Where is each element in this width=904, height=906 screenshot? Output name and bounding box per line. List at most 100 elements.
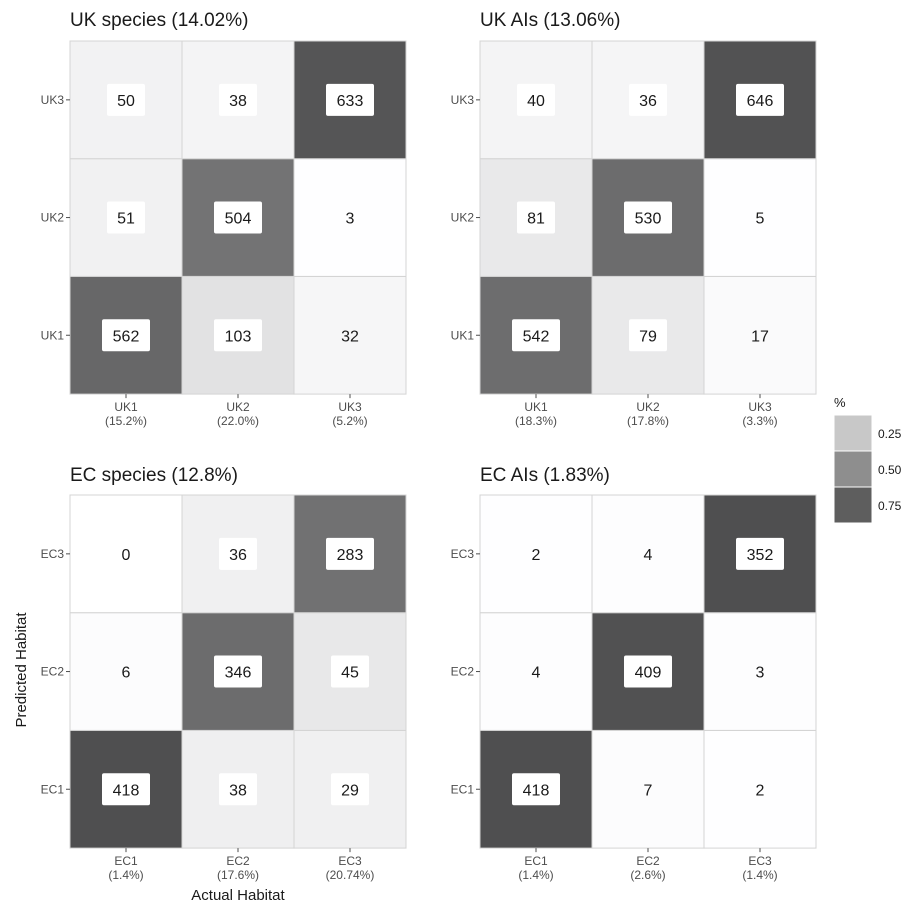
heatmap-cell: [703, 158, 817, 277]
heatmap-cell: [69, 494, 183, 614]
cell-label-box: [326, 83, 374, 116]
legend-keys: 0.25 0.50 0.75: [833, 414, 902, 524]
heatmap-cell: [703, 612, 817, 731]
cell-value: 418: [523, 782, 550, 799]
cell-value: 79: [639, 328, 657, 345]
x-tick-label: UK1: [524, 400, 548, 414]
cell-value: 352: [747, 547, 774, 564]
cell-label-box: [624, 201, 672, 234]
cell-label-box: [512, 773, 560, 806]
y-tick-label: EC3: [41, 547, 65, 561]
x-tick-sublabel: (1.4%): [518, 868, 553, 882]
cell-value: 29: [341, 782, 359, 799]
y-tick-label: UK3: [451, 93, 475, 107]
cell-value: 504: [225, 211, 252, 228]
cell-value: 38: [229, 93, 247, 110]
cell-label-box: [629, 319, 667, 352]
x-axis-title: Actual Habitat: [191, 887, 285, 904]
x-tick-label: UK3: [748, 400, 772, 414]
cell-value: 3: [756, 665, 765, 682]
cell-label-box: [107, 201, 145, 234]
cell-value: 646: [747, 93, 774, 110]
panel-title: EC AIs (1.83%): [480, 465, 610, 486]
legend-label: 0.75: [878, 499, 902, 513]
x-tick-sublabel: (18.3%): [515, 414, 557, 428]
x-tick-sublabel: (5.2%): [332, 414, 367, 428]
cell-value: 4: [532, 665, 541, 682]
legend-label: 0.25: [878, 427, 902, 441]
x-tick-label: UK3: [338, 400, 362, 414]
cell-value: 346: [225, 665, 252, 682]
cell-value: 418: [113, 782, 140, 799]
cell-label-box: [214, 319, 262, 352]
cell-label-box: [102, 773, 150, 806]
cell-value: 0: [122, 547, 131, 564]
cell-label-box: [331, 773, 369, 806]
cell-value: 45: [341, 665, 359, 682]
panel-title: UK AIs (13.06%): [480, 10, 620, 31]
cell-value: 50: [117, 93, 135, 110]
y-tick-label: EC3: [451, 547, 475, 561]
cell-value: 542: [523, 328, 550, 345]
legend-key: [833, 414, 873, 452]
panel-3: EC species (12.8%) 418 6 0 38 346 36 29 45 283 EC1…: [41, 465, 407, 882]
cell-value: 562: [113, 328, 140, 345]
x-tick-sublabel: (22.0%): [217, 414, 259, 428]
cell-value: 38: [229, 782, 247, 799]
y-tick-label: EC2: [41, 665, 65, 679]
y-tick-label: UK2: [451, 211, 475, 225]
cell-label-box: [629, 83, 667, 116]
x-tick-label: EC3: [748, 854, 772, 868]
cell-value: 32: [341, 328, 359, 345]
cell-label-box: [214, 655, 262, 688]
cell-label-box: [517, 201, 555, 234]
y-tick-label: EC2: [451, 665, 475, 679]
x-tick-label: UK2: [226, 400, 250, 414]
legend: % 0.25 0.50 0.75: [833, 395, 902, 524]
y-tick-label: UK3: [41, 93, 65, 107]
legend-label: 0.50: [878, 463, 902, 477]
cell-label-box: [331, 655, 369, 688]
cell-label-box: [326, 537, 374, 570]
cell-label-box: [214, 201, 262, 234]
cell-value: 6: [122, 665, 131, 682]
x-tick-sublabel: (1.4%): [742, 868, 777, 882]
heatmap-cell: [479, 494, 593, 614]
panel-4: EC AIs (1.83%) 418 4 2 7 409 4 2 3 352 EC1 EC2 EC3 EC…: [451, 465, 817, 882]
cell-value: 51: [117, 211, 135, 228]
cell-value: 40: [527, 93, 545, 110]
cell-value: 3: [346, 211, 355, 228]
cell-value: 5: [756, 211, 765, 228]
x-tick-label: EC1: [114, 854, 138, 868]
cell-value: 409: [635, 665, 662, 682]
heatmap-cell: [293, 158, 407, 277]
x-tick-label: UK2: [636, 400, 660, 414]
cell-value: 2: [756, 782, 765, 799]
panel-2: UK AIs (13.06%) 542 81 40 79 530 36 17 5 646 UK1 UK…: [451, 10, 817, 428]
heatmap-cell: [703, 275, 817, 395]
cell-label-box: [512, 319, 560, 352]
x-tick-sublabel: (1.4%): [108, 868, 143, 882]
cell-value: 4: [644, 547, 653, 564]
cell-label-box: [219, 83, 257, 116]
cell-label-box: [219, 773, 257, 806]
y-tick-label: EC1: [451, 782, 475, 796]
panel-title: UK species (14.02%): [70, 10, 248, 31]
x-tick-label: EC2: [226, 854, 250, 868]
x-tick-sublabel: (3.3%): [742, 414, 777, 428]
cell-label-box: [219, 537, 257, 570]
heatmap-cell: [591, 494, 705, 614]
cell-label-box: [736, 537, 784, 570]
legend-key: [833, 450, 873, 488]
y-tick-label: UK1: [41, 328, 65, 342]
x-tick-label: EC2: [636, 854, 660, 868]
heatmap-cell: [479, 612, 593, 731]
cell-value: 103: [225, 328, 252, 345]
x-tick-sublabel: (2.6%): [630, 868, 665, 882]
cell-value: 81: [527, 211, 545, 228]
y-tick-label: EC1: [41, 782, 65, 796]
cell-label-box: [624, 655, 672, 688]
x-tick-sublabel: (15.2%): [105, 414, 147, 428]
cell-label-box: [517, 83, 555, 116]
x-tick-sublabel: (17.6%): [217, 868, 259, 882]
